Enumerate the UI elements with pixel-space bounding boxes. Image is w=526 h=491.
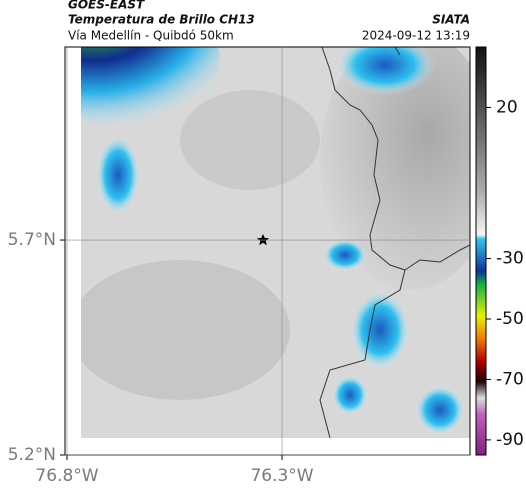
x-tick-label: 76.8°W [35, 466, 98, 486]
timestamp: 2024-09-12 13:19 [362, 29, 470, 43]
colorbar-tick-label: -70 [496, 369, 524, 389]
city-marker [257, 234, 269, 246]
x-tick-label: 76.3°W [250, 466, 313, 486]
colorbar [475, 46, 487, 456]
subtitle: Temperatura de Brillo CH13 [68, 13, 255, 27]
source: SIATA [432, 13, 470, 27]
colorbar-tick-label: 20 [496, 97, 518, 117]
y-tick-label: 5.7°N [8, 230, 56, 250]
region: Vía Medellín - Quibdó 50km [68, 29, 234, 43]
colorbar-tick-label: -90 [496, 430, 524, 450]
y-tick-label: 5.2°N [8, 445, 56, 465]
colorbar-tick-label: -50 [496, 309, 524, 329]
title: GOES-EAST [68, 0, 145, 12]
colorbar-tick-label: -30 [496, 249, 524, 269]
imagery [81, 47, 470, 438]
